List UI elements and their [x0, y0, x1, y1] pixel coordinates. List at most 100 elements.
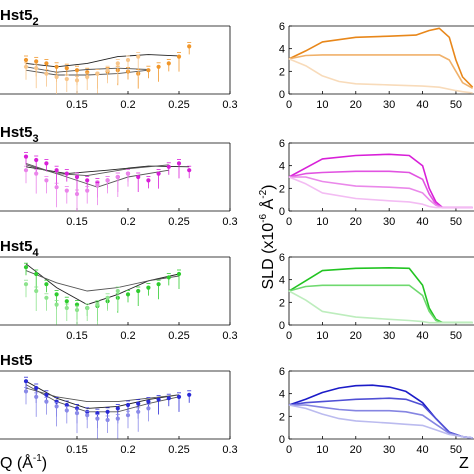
data-point [34, 59, 39, 64]
sld-profile-line [289, 176, 473, 209]
y-tick-label: 6 [279, 252, 285, 264]
fit-line [25, 270, 180, 292]
reflectivity-panel: Hst53 0.15 0.2 0.25 0.3 [0, 124, 238, 228]
data-point [23, 282, 29, 287]
data-point [166, 275, 171, 280]
y-tick-label: 0 [279, 89, 285, 101]
data-point [187, 168, 192, 173]
data-point [105, 178, 110, 183]
x-tick-label: 0.15 [66, 216, 87, 228]
x-tick-label: 40 [416, 99, 428, 111]
data-point [146, 406, 151, 411]
reflectivity-panel: Hst52 0.15 0.2 0.25 0.3 [0, 7, 238, 111]
x-tick-label: 10 [316, 216, 328, 228]
sld-profile-line [288, 58, 473, 94]
x-tick-label: 0.2 [120, 444, 135, 456]
data-point [64, 305, 69, 311]
y-tick-label: 4 [279, 389, 285, 401]
data-point [166, 61, 171, 66]
y-tick-label: 2 [279, 183, 285, 195]
panel-title-subscript: 2 [33, 16, 39, 28]
data-point [64, 299, 69, 304]
data-point [74, 174, 80, 180]
data-point [115, 174, 120, 180]
sld-panel: 0 2 4 6 0 10 20 30 40 50 [279, 21, 474, 111]
data-point [125, 413, 131, 418]
x-tick-label: 10 [316, 99, 328, 111]
fit-line [25, 384, 180, 413]
x-tick-label: 0.15 [66, 444, 87, 456]
row-2: Hst53 0.15 0.2 0.25 0.3 0 2 4 6 0 10 20 30 40 50 [0, 124, 474, 228]
sld-panel: 0 2 4 6 0 10 20 30 40 50 [279, 252, 474, 342]
y-tick-label: 4 [279, 44, 285, 56]
data-point [156, 397, 161, 402]
data-point [115, 406, 120, 411]
data-point [85, 413, 90, 418]
x-tick-label: 0.25 [168, 444, 189, 456]
data-point [23, 168, 29, 173]
panel-title: Hst5 [0, 352, 33, 369]
panel-title-text: Hst5 [0, 352, 33, 369]
data-point [166, 396, 171, 401]
panel-title: Hst54 [0, 238, 40, 259]
data-point [85, 305, 90, 311]
data-point [105, 409, 110, 414]
x-tick-label: 0.3 [222, 216, 237, 228]
x-tick-label: 0.2 [120, 216, 135, 228]
x-tick-label: 0.25 [168, 216, 189, 228]
panel-title-text: Hst5 [0, 124, 33, 141]
data-point [136, 54, 141, 59]
sld-profile-line [288, 54, 473, 89]
sld-panel: 0 2 4 6 0 10 20 30 40 50 [279, 138, 474, 228]
data-point [44, 399, 49, 404]
data-point [176, 394, 182, 399]
data-point [54, 74, 59, 80]
data-point [44, 178, 49, 183]
data-point [166, 164, 171, 169]
data-point [74, 411, 80, 416]
data-point [44, 282, 49, 287]
data-point [187, 44, 192, 49]
data-point [23, 57, 29, 63]
fit-line [25, 54, 180, 68]
panel-title: Hst53 [0, 124, 39, 145]
x-tick-label: 50 [450, 330, 462, 342]
y-tick-label: 2 [279, 297, 285, 309]
data-point [34, 157, 39, 163]
x-tick-label: 10 [316, 444, 328, 456]
sld-profile-line [288, 153, 473, 209]
panel-title-text: Hst5 [0, 238, 33, 255]
data-point [136, 409, 141, 414]
sld-profile-line [288, 266, 473, 324]
data-point [64, 76, 69, 82]
x-tick-label: 0 [286, 444, 292, 456]
data-point [34, 385, 39, 391]
x-tick-label: 30 [383, 444, 395, 456]
data-point [187, 392, 192, 397]
right-x-axis-label: Z [459, 455, 469, 472]
y-tick-label: 4 [279, 275, 285, 287]
data-point [85, 188, 90, 193]
data-point [95, 71, 100, 76]
data-point [54, 64, 59, 69]
data-point [125, 402, 131, 408]
data-point [74, 307, 80, 313]
data-point [95, 416, 100, 421]
x-tick-label: 0.3 [222, 444, 237, 456]
x-tick-label: 0.3 [222, 330, 237, 342]
data-point [64, 188, 69, 193]
x-tick-label: 20 [350, 216, 362, 228]
data-point [54, 404, 59, 409]
y-tick-label: 0 [279, 320, 285, 332]
x-tick-label: 0 [286, 216, 292, 228]
data-point [176, 161, 182, 166]
data-point [136, 174, 141, 180]
x-tick-label: 0 [286, 99, 292, 111]
data-point [146, 178, 151, 183]
data-point [85, 178, 90, 183]
x-tick-label: 20 [350, 444, 362, 456]
sld-panel: 0 2 4 6 0 10 20 30 40 50 [279, 366, 474, 456]
x-tick-label: 30 [383, 330, 395, 342]
y-tick-label: 0 [279, 434, 285, 446]
